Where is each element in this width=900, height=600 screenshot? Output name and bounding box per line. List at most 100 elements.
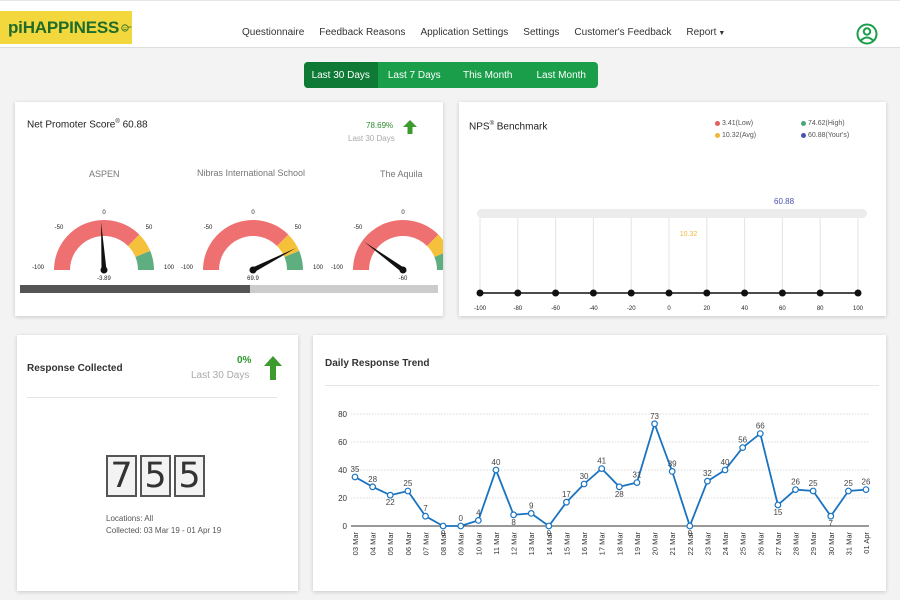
response-collected-range: Collected: 03 Mar 19 - 01 Apr 19 (106, 526, 222, 535)
gauge-band-red (54, 220, 140, 270)
trend-data-label: 7 (423, 504, 428, 513)
trend-data-point (545, 522, 553, 530)
gauge-needle-hub (249, 266, 257, 274)
user-circle-icon[interactable] (856, 23, 878, 45)
response-locations: Locations: All (106, 514, 154, 523)
trend-y-tick-label: 40 (338, 466, 347, 475)
trend-x-tick-label: 04 Mar (369, 531, 378, 555)
trend-data-point (809, 487, 817, 495)
trend-x-tick-label: 06 Mar (404, 531, 413, 555)
trend-data-label: 0 (688, 529, 693, 538)
trend-data-point (404, 487, 412, 495)
trend-data-label: 28 (368, 475, 377, 484)
nps-title-text: Net Promoter Score (27, 119, 116, 131)
trend-data-label: 0 (547, 529, 552, 538)
trend-y-tick-label: 80 (338, 410, 347, 419)
trend-data-label: 7 (829, 519, 834, 528)
logo-text: piHAPPINESS (8, 17, 120, 37)
trend-data-label: 26 (862, 478, 871, 487)
trend-data-point (510, 511, 517, 519)
response-title: Response Collected (27, 363, 123, 374)
trend-data-label: 22 (386, 498, 395, 507)
trend-data-label: 41 (597, 457, 606, 466)
main-nav: Questionnaire Feedback Reasons Applicati… (242, 27, 725, 38)
nav-customers-feedback[interactable]: Customer's Feedback (574, 27, 672, 38)
app-logo[interactable]: piHAPPINESS (0, 11, 132, 44)
legend-yours-label: 60.88(Your's) (808, 132, 850, 139)
trend-x-tick-label: 01 Apr (862, 532, 871, 554)
trend-x-tick-label: 07 Mar (421, 531, 430, 555)
benchmark-tick-label: 80 (817, 306, 824, 312)
nav-application-settings[interactable]: Application Settings (420, 27, 509, 38)
trend-data-label: 25 (403, 479, 412, 488)
trend-x-tick-label: 09 Mar (457, 531, 466, 555)
trend-x-tick-label: 23 Mar (703, 531, 712, 555)
tab-this-month[interactable]: This Month (463, 69, 513, 81)
top-bar: piHAPPINESS Questionnaire Feedback Reaso… (0, 0, 900, 48)
benchmark-your-value: 60.88 (774, 197, 795, 206)
benchmark-tick-label: 40 (741, 306, 748, 312)
trend-data-label: 30 (580, 472, 589, 481)
trend-data-label: 73 (650, 412, 659, 421)
gauge-needle-hub (100, 266, 108, 274)
gauge-band-red (353, 219, 439, 270)
trend-data-label: 35 (351, 465, 360, 474)
trend-data-label: 25 (844, 479, 853, 488)
trend-data-point (527, 509, 535, 517)
gauge-tick-label: -100 (181, 265, 194, 271)
benchmark-title: NPS® Benchmark (469, 121, 547, 132)
nav-report[interactable]: Report ▼ (686, 27, 725, 38)
nav-settings[interactable]: Settings (523, 27, 560, 38)
gauge-band-yellow (277, 234, 300, 257)
gauge-tick-label: 0 (401, 210, 405, 216)
nav-feedback-reasons[interactable]: Feedback Reasons (319, 27, 406, 38)
response-collected-card: Response Collected 0% Last 30 Days 7 5 5… (17, 335, 298, 591)
tab-last-30-days[interactable]: Last 30 Days (304, 62, 378, 88)
legend-high-dot (801, 121, 806, 126)
nps-score: 60.88 (122, 119, 148, 131)
nav-report-label: Report (686, 27, 717, 38)
trend-data-point (580, 480, 588, 488)
gauge-band-green (434, 253, 443, 270)
benchmark-chart: -100 -80 -60 -40 -20 0 20 40 60 80 100 60.88 10.32 (474, 197, 867, 312)
gauge-scrollbar[interactable] (20, 285, 438, 293)
trend-x-tick-label: 17 Mar (598, 531, 607, 555)
gauge-band-red (202, 220, 289, 270)
trend-data-point (351, 473, 359, 481)
nav-questionnaire[interactable]: Questionnaire (242, 27, 305, 38)
legend-yours-dot (801, 133, 806, 138)
trend-data-label: 56 (738, 436, 747, 445)
benchmark-tick-label: -80 (513, 306, 522, 312)
response-meta: Locations: All Collected: 03 Mar 19 - 01… (106, 513, 221, 537)
divider (27, 397, 277, 398)
trend-data-label: 28 (615, 490, 624, 499)
nps-gauges: 0-5050-100100-3.890-5050-10010069.90-505… (32, 210, 443, 282)
trend-data-label: 15 (773, 508, 782, 517)
nps-period: Last 30 Days (348, 134, 395, 143)
trend-title: Daily Response Trend (325, 358, 430, 369)
trend-data-point (633, 479, 641, 487)
tab-last-month[interactable]: Last Month (536, 69, 586, 81)
trend-data-label: 40 (721, 458, 730, 467)
response-period: Last 30 Days (191, 370, 250, 381)
caret-down-icon: ▼ (718, 30, 726, 37)
counter-digit: 5 (174, 455, 205, 497)
gauge-needle (101, 222, 107, 271)
trend-x-tick-label: 31 Mar (844, 531, 853, 555)
arrow-up-icon (403, 120, 417, 134)
scrollbar-thumb[interactable] (20, 285, 250, 293)
trend-data-point (704, 477, 711, 485)
trend-data-point (369, 483, 377, 491)
benchmark-tick-label: -40 (589, 306, 598, 312)
trend-data-point (721, 466, 729, 474)
response-change: 0% (237, 355, 252, 366)
trend-data-point (686, 522, 694, 530)
daily-response-trend-card: Daily Response Trend 0 20 40 60 80 35 03 Mar 28… (313, 335, 886, 591)
benchmark-title-nps: NPS (469, 121, 490, 133)
gauge-tick-label: 100 (164, 265, 175, 271)
trend-data-label: 25 (809, 479, 818, 488)
tab-last-7-days[interactable]: Last 7 Days (387, 69, 441, 81)
trend-x-tick-label: 13 Mar (527, 531, 536, 555)
gauge-value-label: -3.89 (97, 276, 111, 282)
